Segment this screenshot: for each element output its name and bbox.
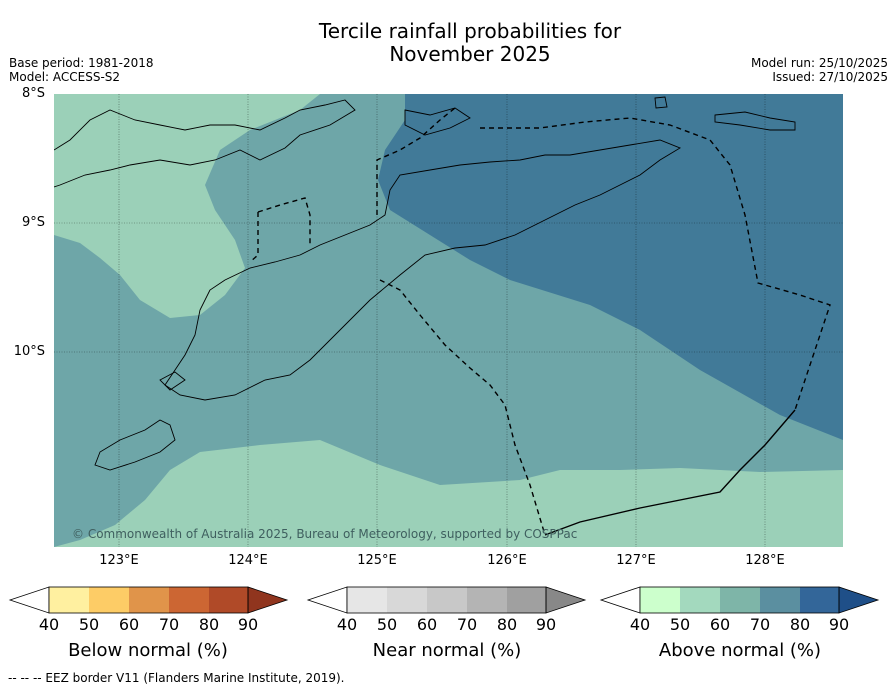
colorbar-below-overflow [247, 586, 289, 614]
model-name: Model: ACCESS-S2 [9, 70, 121, 84]
colorbar-above-normal [599, 586, 880, 614]
rote-coast [94, 419, 176, 471]
colorbar-near-bin-80-90 [507, 587, 546, 613]
field-40-50-west [54, 94, 320, 318]
colorbar-above-bin-70-80 [760, 587, 800, 613]
above-tick-50: 50 [669, 615, 691, 634]
map-title-line1: Tercile rainfall probabilities for [318, 19, 622, 43]
copyright-text: © Commonwealth of Australia 2025, Bureau… [72, 527, 577, 541]
colorbar-near-bin-70-80 [467, 587, 507, 613]
flores-coast [54, 99, 356, 188]
boundary-solid [544, 409, 796, 536]
colorbar-below-underflow [8, 586, 50, 614]
lon-label-127e: 127°E [616, 553, 656, 568]
colorbar-above-frame [639, 586, 840, 614]
alor-coast [404, 107, 471, 136]
near-tick-70: 70 [456, 615, 478, 634]
map-title-line2: November 2025 [389, 42, 551, 66]
timor-coast [164, 139, 682, 401]
colorbar-below-bin-70-80 [169, 587, 209, 613]
colorbar-above-bin-50-60 [680, 587, 720, 613]
issued-date: Issued: 27/10/2025 [772, 70, 888, 84]
wetar-coast [714, 111, 796, 131]
field-60-70 [378, 94, 843, 440]
lon-label-125e: 125°E [357, 553, 397, 568]
colorbar-below-bin-80-90 [209, 587, 248, 613]
colorbar-below-bin-60-70 [129, 587, 169, 613]
below-tick-70: 70 [158, 615, 180, 634]
eez-border [249, 107, 831, 536]
colorbar-near-underflow [306, 586, 348, 614]
colorbar-near-normal [306, 586, 587, 614]
probability-field [54, 94, 843, 547]
above-tick-80: 80 [789, 615, 811, 634]
above-normal-label: Above normal (%) [658, 640, 822, 661]
colorbar-below-normal [8, 586, 289, 614]
near-tick-40: 40 [336, 615, 358, 634]
colorbar-near-overflow [545, 586, 587, 614]
below-tick-90: 90 [237, 615, 259, 634]
lon-label-126e: 126°E [487, 553, 527, 568]
below-tick-80: 80 [198, 615, 220, 634]
near-tick-60: 60 [416, 615, 438, 634]
colorbar-near-frame [346, 586, 547, 614]
colorbar-near-bin-60-70 [427, 587, 467, 613]
lat-label-8s: 8°S [21, 86, 45, 101]
near-tick-80: 80 [496, 615, 518, 634]
below-normal-label: Below normal (%) [68, 640, 228, 661]
base-period: Base period: 1981-2018 [9, 56, 154, 70]
colorbar-above-bin-60-70 [720, 587, 760, 613]
above-tick-60: 60 [709, 615, 731, 634]
colorbar-below-frame [48, 586, 249, 614]
island-north-east [654, 96, 668, 109]
above-tick-70: 70 [749, 615, 771, 634]
colorbar-above-overflow [838, 586, 880, 614]
above-tick-90: 90 [828, 615, 850, 634]
colorbar-above-bin-40-50 [640, 587, 680, 613]
coastlines [54, 96, 796, 471]
below-tick-40: 40 [38, 615, 60, 634]
colorbar-below-bin-40-50 [49, 587, 89, 613]
lon-label-124e: 124°E [228, 553, 268, 568]
above-tick-40: 40 [629, 615, 651, 634]
lon-label-123e: 123°E [99, 553, 139, 568]
colorbar-above-underflow [599, 586, 641, 614]
below-tick-50: 50 [78, 615, 100, 634]
below-tick-60: 60 [118, 615, 140, 634]
lat-label-9s: 9°S [21, 215, 45, 230]
eez-legend-footer: -- -- -- EEZ border V11 (Flanders Marine… [8, 671, 345, 685]
colorbar-near-bin-50-60 [387, 587, 427, 613]
colorbar-above-bin-80-90 [800, 587, 839, 613]
colorbar-near-bin-40-50 [347, 587, 387, 613]
model-run: Model run: 25/10/2025 [750, 56, 888, 70]
near-tick-90: 90 [535, 615, 557, 634]
lon-label-128e: 128°E [745, 553, 785, 568]
sawu-coast [159, 371, 186, 391]
colorbar-below-bin-50-60 [89, 587, 129, 613]
field-40-50-south [54, 440, 843, 547]
lat-label-10s: 10°S [13, 344, 45, 359]
near-tick-50: 50 [376, 615, 398, 634]
near-normal-label: Near normal (%) [372, 640, 522, 661]
